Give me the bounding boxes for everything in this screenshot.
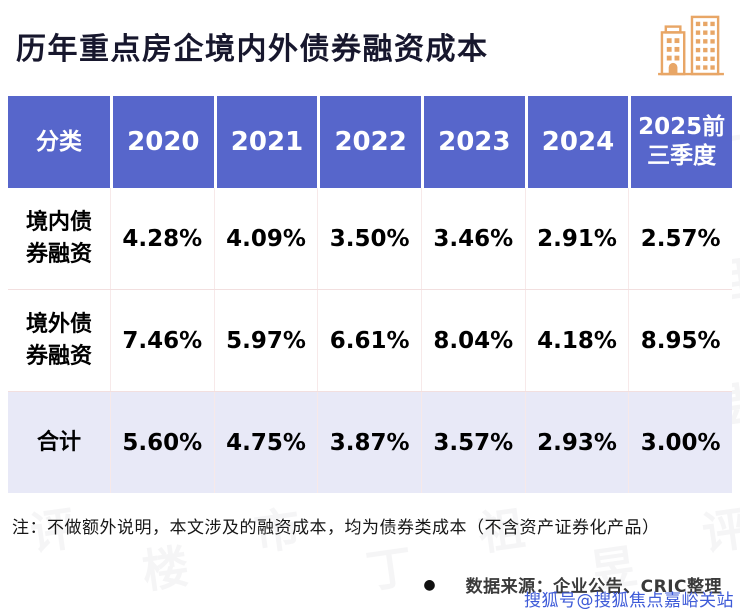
header-row: 历年重点房企境内外债券融资成本 [0, 0, 740, 92]
header-cell-2023: 2023 [420, 96, 525, 188]
header-cell-2024: 2024 [524, 96, 629, 188]
value-cell: 3.50% [317, 188, 421, 289]
table-row-domestic: 境内债券融资 4.28% 4.09% 3.50% 3.46% 2.91% 2.5… [8, 188, 732, 289]
value-cell: 4.75% [213, 392, 318, 493]
value-cell: 2.93% [524, 392, 629, 493]
buildings-icon [656, 14, 726, 80]
value-cell: 3.00% [628, 392, 732, 493]
financing-cost-table: 分类 2020 2021 2022 2023 2024 2025前三季度 境内债… [8, 96, 732, 493]
table-row-overseas: 境外债券融资 7.46% 5.97% 6.61% 8.04% 4.18% 8.9… [8, 289, 732, 391]
header-cell-category: 分类 [36, 128, 82, 155]
table-header-row: 分类 2020 2021 2022 2023 2024 2025前三季度 [8, 96, 732, 188]
row-label: 合计 [36, 429, 81, 455]
infographic-page: 历年重点房企境内外债券融资成本 [0, 0, 740, 598]
footnote: 注：不做额外说明，本文涉及的融资成本，均为债券类成本（不含资产证券化产品） [12, 518, 660, 538]
page-title: 历年重点房企境内外债券融资成本 [16, 32, 489, 67]
data-source-text: 数据来源：企业公告、CRIC整理 [465, 577, 722, 597]
value-cell: 3.46% [420, 188, 525, 289]
value-cell: 3.87% [317, 392, 421, 493]
value-cell: 4.09% [213, 188, 318, 289]
value-cell: 2.57% [628, 188, 732, 289]
value-cell: 5.97% [213, 290, 318, 391]
header-cell-2022: 2022 [317, 96, 421, 188]
sohu-account-handle: 搜狐号@搜狐焦点嘉峪关站 [524, 591, 734, 611]
value-cell: 8.95% [628, 290, 732, 391]
header-cell-2020: 2020 [110, 96, 214, 188]
row-label: 境内债券融资 [25, 209, 92, 267]
header-cell-2021: 2021 [213, 96, 318, 188]
source-row: ● 数据来源：企业公告、CRIC整理 [0, 572, 740, 598]
value-cell: 2.91% [524, 188, 629, 289]
value-cell: 8.04% [420, 290, 525, 391]
value-cell: 4.28% [110, 188, 214, 289]
header-cell-2025q3: 2025前三季度 [628, 96, 732, 188]
value-cell: 3.57% [420, 392, 525, 493]
row-label: 境外债券融资 [25, 311, 92, 369]
value-cell: 4.18% [524, 290, 629, 391]
bullet-icon: ● [423, 576, 436, 593]
table-row-total: 合计 5.60% 4.75% 3.87% 3.57% 2.93% 3.00% [8, 391, 732, 493]
value-cell: 6.61% [317, 290, 421, 391]
value-cell: 5.60% [110, 392, 214, 493]
value-cell: 7.46% [110, 290, 214, 391]
